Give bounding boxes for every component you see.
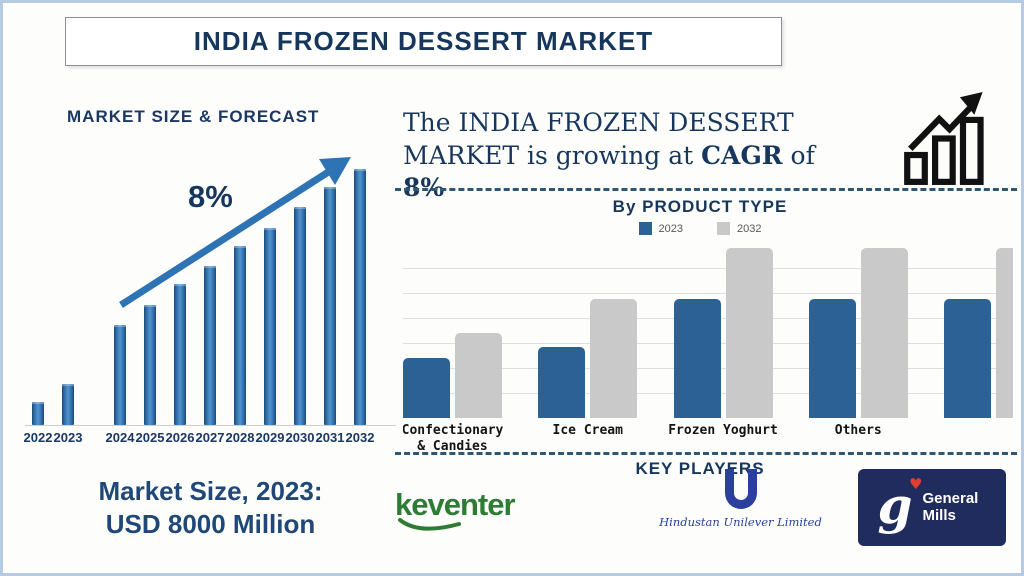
product-bar-group: [403, 333, 502, 418]
cagr-text-bold: 8%: [403, 173, 445, 202]
product-bar-2032: [590, 299, 638, 418]
market-size-callout: Market Size, 2023: USD 8000 Million: [23, 475, 398, 540]
product-category-label: Confectionary & Candies: [403, 423, 504, 455]
product-bar-group: [808, 248, 908, 418]
cagr-text-normal: The INDIA FROZEN DESSERT MARKET is growi…: [403, 108, 794, 170]
forecast-bar: [204, 266, 216, 425]
forecast-bar-group: 2029: [255, 228, 285, 449]
product-bar-group: [673, 248, 773, 418]
title-banner: INDIA FROZEN DESSERT MARKET: [65, 17, 782, 66]
product-bar-2023: [403, 358, 450, 418]
keventer-swoosh-icon: [398, 518, 461, 531]
forecast-bar-group: 2025: [135, 305, 165, 449]
forecast-bar-group: 2023: [53, 384, 83, 449]
product-category-label: Ice Cream: [552, 423, 623, 438]
forecast-bar: [144, 305, 156, 425]
general-mills-logo: g ♥ General Mills: [858, 469, 1006, 546]
product-bar-2032: [725, 248, 773, 418]
forecast-bar-group: 2027: [195, 266, 225, 449]
forecast-year-label: 2031: [315, 430, 345, 445]
page-title: INDIA FROZEN DESSERT MARKET: [193, 26, 654, 56]
heart-icon: ♥: [909, 474, 923, 493]
product-labels: Confectionary & Candies Ice Cream Frozen Y…: [403, 423, 1013, 456]
product-bar-2023: [808, 299, 856, 418]
forecast-bar-group: 2030: [285, 207, 315, 449]
growth-chart-icon: [904, 92, 984, 185]
forecast-section: MARKET SIZE & FORECAST 8% 2022 2023 2024 20…: [23, 103, 398, 563]
product-labels-clip: Confectionary & Candies Ice Cream Frozen Y…: [403, 423, 1013, 456]
legend-label-2032: 2032: [737, 222, 762, 235]
dashed-divider-top: [395, 188, 1017, 191]
forecast-bar-group: 2026: [165, 284, 195, 449]
forecast-year-label: 2030: [285, 430, 315, 445]
forecast-year-label: 2032: [345, 430, 375, 445]
forecast-bar-group: 2028: [225, 246, 255, 449]
legend-label-2023: 2023: [658, 222, 683, 235]
cagr-text-normal: of: [782, 140, 815, 170]
legend-item-2023: 2023: [638, 222, 683, 235]
dashed-divider-bottom: [395, 452, 1017, 455]
forecast-year-label: 2024: [105, 430, 135, 445]
forecast-bar-group: 2032: [345, 169, 375, 449]
legend-swatch-2023: [638, 222, 652, 235]
product-bar-2023: [673, 299, 721, 418]
hindustan-unilever-name: Hindustan Unilever Limited: [659, 515, 822, 529]
unilever-u-icon: [724, 469, 757, 509]
product-bar-2032: [860, 248, 908, 418]
hindustan-unilever-logo: Hindustan Unilever Limited: [653, 469, 828, 529]
general-mills-g-icon: g ♥: [877, 474, 923, 535]
forecast-bar: [354, 169, 366, 425]
legend-swatch-2032: [717, 222, 730, 235]
forecast-year-label: 2023: [53, 430, 83, 445]
product-bar-2032: [996, 248, 1013, 418]
product-category-label: Others: [834, 423, 882, 438]
forecast-year-label: 2022: [23, 430, 53, 445]
market-size-line2: USD 8000 Million: [105, 508, 316, 539]
product-chart-title: By PRODUCT TYPE: [612, 197, 788, 216]
growth-arrow: [119, 157, 351, 308]
forecast-year-label: 2026: [165, 430, 195, 445]
market-size-line1: Market Size, 2023:: [98, 476, 323, 506]
forecast-bar: [62, 384, 74, 425]
forecast-year-label: 2027: [195, 430, 225, 445]
forecast-year-label: 2025: [135, 430, 165, 445]
product-category-label: [944, 423, 1013, 456]
forecast-bar: [114, 325, 126, 425]
product-bar-2023: [538, 347, 586, 418]
legend-item-2032: 2032: [717, 222, 761, 235]
cagr-statement: The INDIA FROZEN DESSERT MARKET is growi…: [403, 107, 848, 205]
general-mills-name: General Mills: [922, 490, 979, 524]
forecast-bars: 2022 2023 2024 2025 2026 2027 2028 2029 2030 2031…: [23, 169, 398, 449]
forecast-bar: [324, 187, 336, 425]
product-bar-group: [538, 299, 638, 418]
product-bar-2023: [944, 299, 991, 418]
growth-percentage-label: 8%: [188, 179, 233, 214]
forecast-year-label: 2029: [255, 430, 285, 445]
forecast-bar-group: 2031: [315, 187, 345, 449]
forecast-bar: [294, 207, 306, 425]
forecast-year-label: 2028: [225, 430, 255, 445]
forecast-bar: [234, 246, 246, 425]
forecast-bar: [32, 402, 44, 425]
keventer-logo: keventer: [395, 487, 555, 531]
product-category-label: Frozen Yoghurt: [668, 423, 778, 438]
right-section: The INDIA FROZEN DESSERT MARKET is growi…: [395, 92, 1020, 563]
forecast-bar-group: 2024: [105, 325, 135, 449]
product-chart-plot: [403, 248, 1013, 418]
product-bars: [403, 248, 1013, 418]
product-chart-legend: 2023 2032: [395, 222, 1005, 235]
cagr-text-bold: CAGR: [701, 140, 783, 170]
product-bar-2032: [455, 333, 502, 418]
forecast-bar-group: 2022: [23, 402, 53, 449]
forecast-axis-line: [25, 425, 396, 426]
forecast-bar: [174, 284, 186, 425]
product-bar-group: [944, 248, 1013, 418]
forecast-title: MARKET SIZE & FORECAST: [67, 107, 320, 126]
keventer-wordmark: keventer: [395, 487, 516, 522]
forecast-bar: [264, 228, 276, 425]
